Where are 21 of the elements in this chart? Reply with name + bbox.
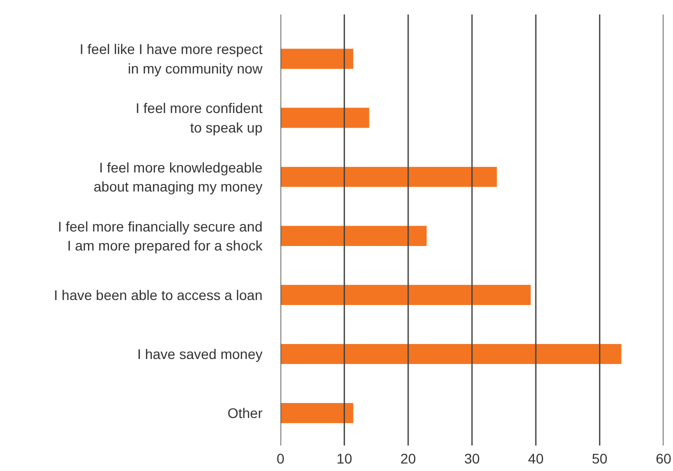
y-tick-label: I have saved money <box>137 346 262 362</box>
x-tick-label: 0 <box>276 450 285 466</box>
x-tick-label: 30 <box>464 450 480 466</box>
bar <box>280 108 370 128</box>
bar <box>280 226 427 246</box>
bar <box>280 284 531 305</box>
y-tick-label: I have been able to access a loan <box>54 286 262 303</box>
x-tick-label: 50 <box>592 450 608 466</box>
x-tick-label: 10 <box>336 450 352 466</box>
y-tick-label: Other <box>227 405 263 422</box>
bar <box>280 344 622 364</box>
x-tick-label: 60 <box>656 450 672 466</box>
bar <box>280 166 497 187</box>
x-tick-label: 40 <box>528 450 544 466</box>
y-tick-label: I feel more knowledgeable about managing my money <box>94 159 263 194</box>
y-tick-label: I feel like I have more respect in my community now <box>80 41 264 76</box>
y-tick-label: I feel more confident to speak up <box>136 100 263 136</box>
bar <box>280 48 354 69</box>
bar <box>280 402 354 424</box>
x-tick-label: 20 <box>400 450 416 466</box>
y-tick-label: I feel more financially secure and I am more prepared for a shock <box>58 218 264 254</box>
